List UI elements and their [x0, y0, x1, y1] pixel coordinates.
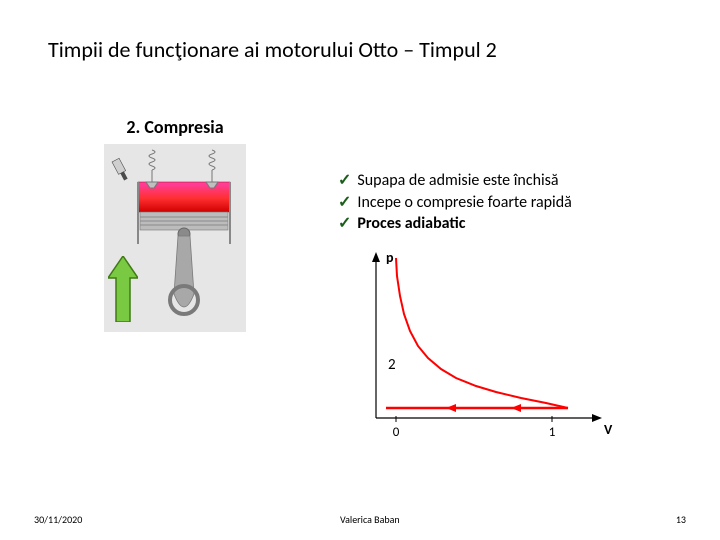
x-tick-0: 0 [393, 425, 400, 440]
check-icon: ✓ [338, 192, 351, 214]
curve-step-label: 2 [384, 356, 400, 374]
bullet-item: ✓ Supapa de admisie este închisă [338, 170, 572, 192]
bullet-item: ✓ Proces adiabatic [338, 213, 572, 235]
footer-page-number: 13 [676, 513, 686, 526]
slide-title: Timpii de funcţionare ai motorului Otto … [48, 36, 497, 63]
footer-date: 30/11/2020 [34, 513, 82, 526]
check-icon: ✓ [338, 170, 351, 192]
check-icon: ✓ [338, 213, 351, 235]
upward-arrow-icon [108, 256, 138, 322]
x-axis-label: V [604, 421, 613, 438]
bullet-text: Proces adiabatic [357, 213, 465, 235]
section-heading: 2. Compresia [100, 116, 250, 138]
x-tick-1: 1 [549, 425, 556, 440]
y-axis-label: p [386, 249, 394, 266]
footer-author: Valerica Baban [340, 513, 400, 526]
bullet-text: Supapa de admisie este închisă [357, 170, 558, 192]
pv-chart: 0 1 p V [336, 248, 616, 458]
bullet-item: ✓ Incepe o compresie foarte rapidă [338, 192, 572, 214]
bullet-text: Incepe o compresie foarte rapidă [357, 192, 571, 214]
bullet-list: ✓ Supapa de admisie este închisă ✓ Incep… [338, 170, 572, 235]
